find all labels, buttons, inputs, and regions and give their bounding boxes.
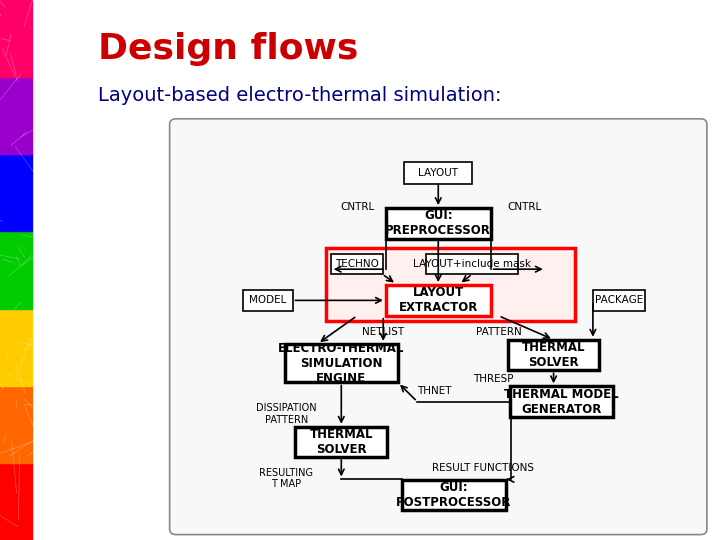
FancyBboxPatch shape — [330, 254, 383, 274]
Text: LAYOUT+include mask: LAYOUT+include mask — [413, 259, 531, 269]
FancyBboxPatch shape — [510, 387, 613, 417]
Text: LAYOUT: LAYOUT — [418, 168, 458, 178]
FancyBboxPatch shape — [170, 119, 707, 535]
Bar — [0, 386, 32, 463]
Text: Layout-based electro-thermal simulation:: Layout-based electro-thermal simulation: — [98, 86, 501, 105]
Text: PACKAGE: PACKAGE — [595, 295, 643, 306]
FancyBboxPatch shape — [295, 427, 387, 457]
Bar — [0, 0, 32, 77]
Bar — [0, 232, 32, 308]
Text: LAYOUT
EXTRACTOR: LAYOUT EXTRACTOR — [399, 286, 478, 314]
Text: GUI:
POSTPROCESSOR: GUI: POSTPROCESSOR — [396, 481, 512, 509]
Text: DISSIPATION
PATTERN: DISSIPATION PATTERN — [256, 403, 317, 424]
Text: RESULTING
T MAP: RESULTING T MAP — [259, 468, 313, 489]
FancyBboxPatch shape — [285, 344, 397, 382]
FancyBboxPatch shape — [243, 291, 293, 310]
FancyBboxPatch shape — [508, 340, 600, 370]
FancyBboxPatch shape — [593, 291, 645, 310]
Text: Design flows: Design flows — [98, 32, 358, 66]
FancyBboxPatch shape — [386, 208, 491, 239]
Text: THRESP: THRESP — [473, 374, 513, 384]
Text: CNTRL: CNTRL — [508, 202, 542, 212]
Text: TECHNO: TECHNO — [335, 259, 379, 269]
FancyBboxPatch shape — [426, 254, 518, 274]
Bar — [0, 308, 32, 386]
Text: THERMAL
SOLVER: THERMAL SOLVER — [310, 428, 373, 456]
Text: ELECTRO-THERMAL
SIMULATION
ENGINE: ELECTRO-THERMAL SIMULATION ENGINE — [278, 342, 405, 384]
FancyBboxPatch shape — [404, 161, 472, 184]
Text: NETLIST: NETLIST — [362, 327, 405, 336]
Text: THERMAL MODEL
GENERATOR: THERMAL MODEL GENERATOR — [504, 388, 618, 416]
Text: THNET: THNET — [418, 387, 452, 396]
FancyBboxPatch shape — [325, 248, 575, 321]
FancyBboxPatch shape — [402, 480, 506, 510]
Text: PATTERN: PATTERN — [476, 327, 521, 336]
Text: GUI:
PREPROCESSOR: GUI: PREPROCESSOR — [385, 210, 491, 238]
Bar — [0, 463, 32, 540]
FancyBboxPatch shape — [386, 285, 491, 315]
Text: CNTRL: CNTRL — [340, 202, 374, 212]
Bar — [0, 154, 32, 232]
Text: MODEL: MODEL — [249, 295, 287, 306]
Text: RESULT FUNCTIONS: RESULT FUNCTIONS — [432, 463, 534, 472]
Bar — [0, 77, 32, 154]
Text: THERMAL
SOLVER: THERMAL SOLVER — [522, 341, 585, 369]
